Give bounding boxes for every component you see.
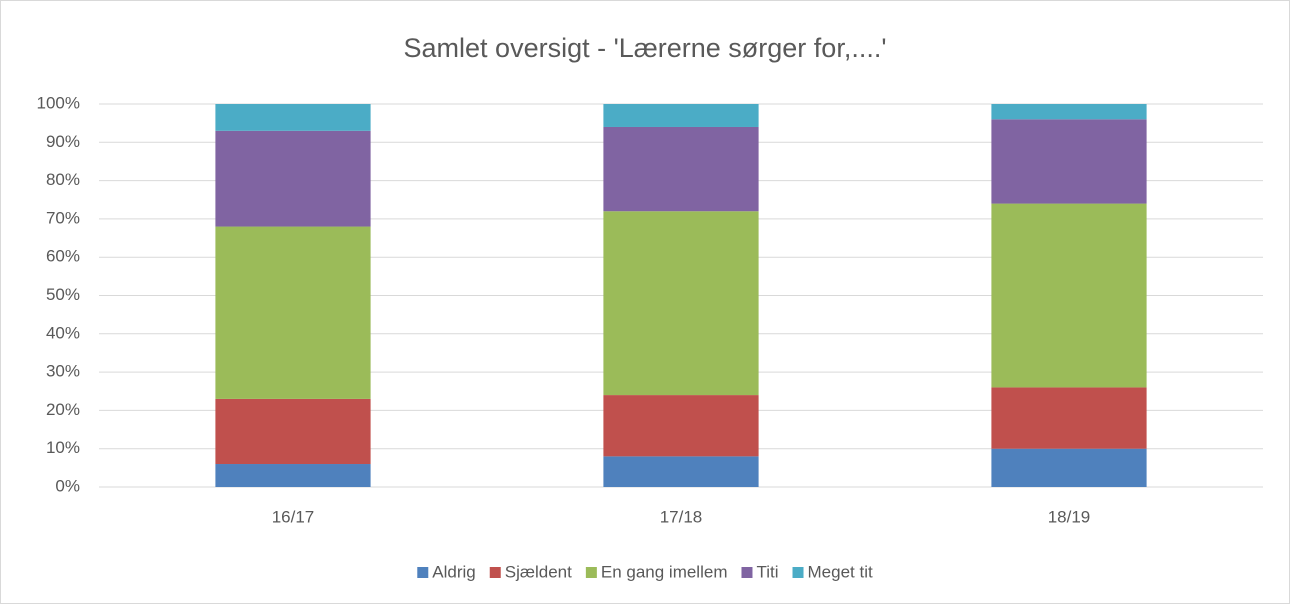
y-tick-label: 50% [46,285,80,304]
legend-label: Meget tit [808,562,873,581]
bar-segment [603,395,759,457]
bar-segment [603,126,759,212]
legend-swatch [585,567,597,578]
bar-segment [215,130,371,227]
bar-segment [215,226,371,399]
legend-swatch [417,567,429,578]
y-tick-label: 70% [46,208,80,227]
y-tick-label: 10% [46,438,80,457]
bar-segment [991,203,1147,388]
y-tick-label: 80% [46,170,80,189]
bar-segment [991,119,1147,204]
bar-segment [603,104,759,127]
y-tick-label: 20% [46,400,80,419]
legend-label: Sjældent [505,562,572,581]
bar-segment [603,456,759,487]
legend-swatch [489,567,501,578]
legend-swatch [741,567,753,578]
legend-swatch [792,567,804,578]
bar-segment [215,104,371,131]
y-tick-label: 90% [46,132,80,151]
bar-segment [991,387,1147,449]
bar-segment [215,464,371,487]
y-tick-label: 30% [46,362,80,381]
y-tick-label: 60% [46,247,80,266]
y-tick-label: 40% [46,323,80,342]
x-tick-label: 18/19 [1048,507,1091,526]
bar-segment [603,211,759,396]
y-tick-label: 100% [37,93,80,112]
legend-label: En gang imellem [601,562,728,581]
legend-label: Titi [756,562,778,581]
y-tick-label: 0% [55,476,80,495]
bar-segment [215,398,371,465]
legend-label: Aldrig [432,562,475,581]
chart-title: Samlet oversigt - 'Lærerne sørger for,..… [404,33,887,63]
bar-segment [991,104,1147,120]
bar-segment [991,448,1147,487]
x-tick-label: 16/17 [272,507,315,526]
x-tick-label: 17/18 [660,507,703,526]
